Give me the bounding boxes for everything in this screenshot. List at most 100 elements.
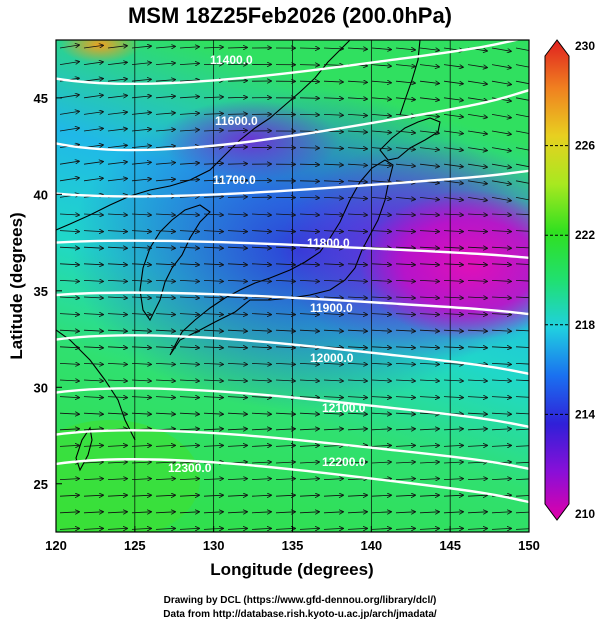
wind-arrow bbox=[443, 297, 463, 298]
wind-arrow bbox=[203, 214, 223, 215]
wind-arrow bbox=[227, 347, 247, 348]
wind-arrow bbox=[83, 397, 103, 398]
wind-arrow bbox=[107, 46, 127, 48]
wind-arrow bbox=[491, 429, 511, 430]
wind-arrow bbox=[515, 263, 529, 265]
wind-arrow bbox=[347, 363, 367, 364]
wind-arrow bbox=[371, 164, 391, 166]
wind-arrow bbox=[395, 98, 415, 100]
wind-arrow bbox=[131, 512, 151, 513]
wind-arrow bbox=[419, 479, 439, 480]
wind-arrow bbox=[371, 197, 391, 199]
wind-arrow bbox=[107, 297, 127, 298]
wind-arrow bbox=[395, 81, 415, 83]
wind-arrow bbox=[227, 330, 247, 331]
wind-arrow bbox=[419, 81, 439, 83]
wind-arrow bbox=[203, 247, 223, 248]
wind-arrow bbox=[179, 264, 199, 265]
wind-arrow bbox=[131, 96, 151, 98]
wind-arrow bbox=[203, 163, 223, 164]
wind-arrow bbox=[443, 97, 463, 101]
wind-arrow bbox=[419, 445, 439, 446]
wind-arrow bbox=[347, 462, 367, 463]
wind-arrow bbox=[443, 397, 463, 398]
x-tick-label: 140 bbox=[360, 538, 382, 553]
wind-arrow bbox=[59, 161, 79, 165]
wind-arrow bbox=[227, 147, 247, 148]
wind-arrow bbox=[107, 179, 127, 181]
wind-arrow bbox=[467, 397, 487, 398]
wind-arrow bbox=[347, 48, 367, 49]
wind-arrow bbox=[59, 178, 79, 182]
wind-arrow bbox=[323, 231, 343, 232]
wind-vectors bbox=[59, 45, 529, 529]
wind-arrow bbox=[155, 264, 175, 265]
wind-arrow bbox=[443, 247, 463, 248]
wind-arrow bbox=[467, 180, 487, 184]
colorbar: 230 226 222 218 214 210 bbox=[544, 39, 595, 521]
wind-arrow bbox=[131, 264, 151, 265]
wind-arrow bbox=[203, 97, 223, 98]
colorbar-label: 218 bbox=[575, 318, 595, 332]
cold-region-north bbox=[160, 100, 340, 180]
wind-arrow bbox=[107, 363, 127, 364]
x-axis-ticks: 120 125 130 135 140 145 150 bbox=[45, 526, 540, 553]
wind-arrow bbox=[83, 462, 103, 463]
wind-arrow bbox=[323, 413, 343, 414]
wind-arrow bbox=[227, 528, 247, 529]
wind-arrow bbox=[131, 445, 151, 446]
wind-arrow bbox=[515, 114, 529, 118]
wind-arrow bbox=[467, 479, 487, 480]
wind-arrow bbox=[467, 413, 487, 414]
wind-arrow bbox=[107, 96, 127, 98]
wind-arrow bbox=[299, 512, 319, 513]
wind-arrow bbox=[347, 131, 367, 132]
wind-arrow bbox=[275, 280, 295, 281]
wind-arrow bbox=[131, 79, 151, 81]
wind-arrow bbox=[59, 380, 79, 381]
wind-arrow bbox=[443, 130, 463, 134]
wind-arrow bbox=[443, 231, 463, 232]
wind-arrow bbox=[491, 64, 511, 68]
wind-arrow bbox=[155, 96, 175, 98]
wind-arrow bbox=[59, 62, 79, 65]
wind-arrow bbox=[299, 380, 319, 381]
wind-arrow bbox=[227, 97, 247, 98]
wind-arrow bbox=[107, 413, 127, 414]
wind-arrow bbox=[179, 512, 199, 513]
wind-arrow bbox=[347, 413, 367, 414]
wind-arrow bbox=[83, 445, 103, 446]
wind-arrow bbox=[251, 214, 271, 215]
wind-arrow bbox=[443, 114, 463, 117]
wind-arrow bbox=[83, 128, 103, 132]
wind-arrow bbox=[275, 264, 295, 265]
wind-arrow bbox=[371, 445, 391, 446]
wind-arrow bbox=[179, 130, 199, 131]
wind-arrow bbox=[251, 247, 271, 248]
wind-arrow bbox=[467, 512, 487, 513]
wind-arrow bbox=[515, 379, 529, 382]
wind-arrow bbox=[131, 347, 151, 348]
wind-arrow bbox=[83, 347, 103, 348]
wind-arrow bbox=[59, 479, 79, 480]
wind-arrow bbox=[227, 397, 247, 398]
wind-arrow bbox=[155, 297, 175, 298]
wind-arrow bbox=[323, 330, 343, 331]
wind-arrow bbox=[83, 62, 103, 65]
wind-arrow bbox=[131, 462, 151, 463]
wind-arrow bbox=[491, 479, 511, 480]
warm-region-corner bbox=[60, 40, 140, 63]
wind-arrow bbox=[515, 412, 529, 415]
wind-arrow bbox=[299, 280, 319, 281]
wind-arrow bbox=[299, 48, 319, 49]
y-tick-label: 30 bbox=[34, 380, 48, 395]
wind-arrow bbox=[59, 347, 79, 348]
wind-arrow bbox=[179, 397, 199, 398]
wind-arrow bbox=[299, 429, 319, 430]
wind-arrow bbox=[323, 164, 343, 165]
japan-coastline bbox=[169, 159, 394, 356]
wind-arrow bbox=[107, 112, 127, 114]
wind-arrow bbox=[83, 112, 103, 115]
wind-arrow bbox=[227, 130, 247, 131]
wind-arrow bbox=[107, 462, 127, 463]
